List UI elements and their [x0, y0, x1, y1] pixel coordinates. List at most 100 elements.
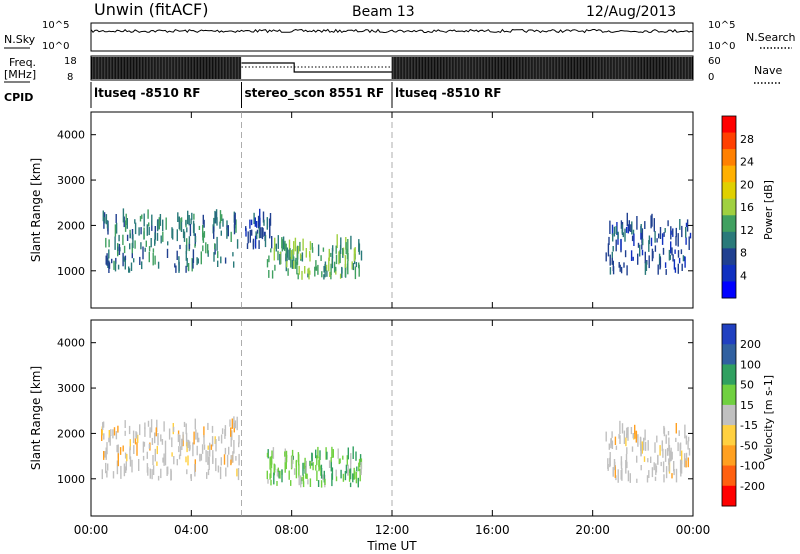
- data-cell: [657, 454, 659, 465]
- data-cell: [335, 268, 337, 275]
- colorbar-tick-label: 200: [740, 338, 761, 351]
- data-cell: [640, 465, 642, 471]
- data-cell: [302, 475, 305, 484]
- colorbar-swatch: [722, 116, 736, 134]
- data-cell: [673, 461, 675, 472]
- data-cell: [296, 252, 299, 265]
- data-cell: [202, 224, 204, 238]
- data-cell: [161, 439, 164, 445]
- data-cell: [662, 247, 665, 255]
- data-cell: [218, 436, 220, 441]
- data-cell: [177, 212, 179, 222]
- x-axis-label: Time UT: [366, 539, 417, 553]
- data-cell: [671, 451, 673, 460]
- data-cell: [320, 468, 323, 479]
- data-cell: [291, 259, 294, 269]
- data-cell: [276, 481, 278, 486]
- data-cell: [646, 475, 649, 483]
- data-cell: [124, 420, 126, 428]
- data-cell: [126, 453, 128, 462]
- data-cell: [678, 257, 681, 264]
- data-cell: [196, 445, 198, 456]
- data-cell: [675, 236, 677, 246]
- data-cell: [621, 224, 623, 234]
- data-cell: [358, 262, 360, 269]
- data-cell: [126, 234, 129, 241]
- data-cell: [131, 252, 133, 259]
- data-cell: [226, 454, 229, 468]
- velocity-colorbar: 200 100 50 15 -15 -50 -100 -200: [721, 323, 765, 507]
- data-cell: [106, 470, 108, 478]
- data-cell: [209, 442, 211, 457]
- data-cell: [176, 459, 178, 466]
- data-cell: [197, 258, 199, 264]
- data-cell: [317, 264, 319, 275]
- data-cell: [685, 237, 687, 245]
- data-cell: [632, 433, 634, 439]
- data-cell: [158, 217, 160, 230]
- data-cell: [295, 472, 298, 479]
- data-cell: [323, 274, 325, 280]
- data-cell: [230, 231, 232, 242]
- data-cell: [357, 477, 359, 488]
- data-cell: [324, 478, 326, 485]
- power-data: [102, 208, 692, 280]
- data-cell: [309, 270, 311, 275]
- data-cell: [185, 432, 188, 447]
- data-cell: [192, 220, 195, 233]
- data-cell: [297, 246, 300, 254]
- data-cell: [619, 435, 621, 444]
- data-cell: [672, 229, 674, 235]
- data-cell: [146, 224, 148, 236]
- data-cell: [270, 468, 272, 479]
- data-cell: [608, 236, 610, 245]
- data-cell: [194, 236, 197, 243]
- data-cell: [675, 437, 677, 442]
- data-cell: [640, 224, 642, 233]
- data-cell: [644, 251, 646, 264]
- data-cell: [293, 468, 296, 475]
- data-cell: [111, 258, 113, 264]
- data-cell: [661, 233, 664, 245]
- data-cell: [264, 234, 267, 248]
- colorbar-swatch: [722, 404, 736, 426]
- colorbar-swatch: [722, 165, 736, 183]
- data-cell: [648, 235, 651, 245]
- data-cell: [216, 217, 218, 226]
- data-cell: [273, 463, 275, 475]
- noise-trace: [90, 27, 694, 34]
- data-cell: [330, 457, 332, 463]
- data-cell: [302, 462, 304, 476]
- data-cell: [251, 229, 253, 236]
- data-cell: [260, 227, 262, 238]
- data-cell: [681, 450, 683, 465]
- y-tick-label: 3000: [57, 174, 85, 187]
- data-cell: [665, 466, 668, 479]
- data-cell: [304, 266, 306, 274]
- colorbar-tick-label: 20: [740, 178, 754, 191]
- data-cell: [122, 234, 124, 245]
- data-cell: [133, 445, 135, 454]
- colorbar-frame: [721, 323, 737, 507]
- data-cell: [274, 264, 276, 271]
- data-cell: [178, 454, 181, 460]
- data-cell: [178, 216, 180, 230]
- data-cell: [331, 247, 334, 259]
- data-cell: [278, 470, 280, 479]
- data-cell: [636, 216, 638, 230]
- data-cell: [154, 255, 156, 265]
- data-cell: [273, 247, 275, 261]
- data-cell: [230, 427, 232, 437]
- data-cell: [607, 243, 610, 257]
- data-cell: [132, 430, 135, 444]
- data-cell: [615, 445, 618, 450]
- data-cell: [326, 451, 328, 460]
- data-cell: [159, 214, 162, 226]
- data-cell: [331, 446, 333, 458]
- data-cell: [200, 453, 203, 461]
- data-cell: [640, 449, 642, 457]
- data-cell: [202, 232, 205, 243]
- data-cell: [662, 448, 664, 458]
- data-cell: [207, 250, 209, 257]
- data-cell: [205, 450, 207, 463]
